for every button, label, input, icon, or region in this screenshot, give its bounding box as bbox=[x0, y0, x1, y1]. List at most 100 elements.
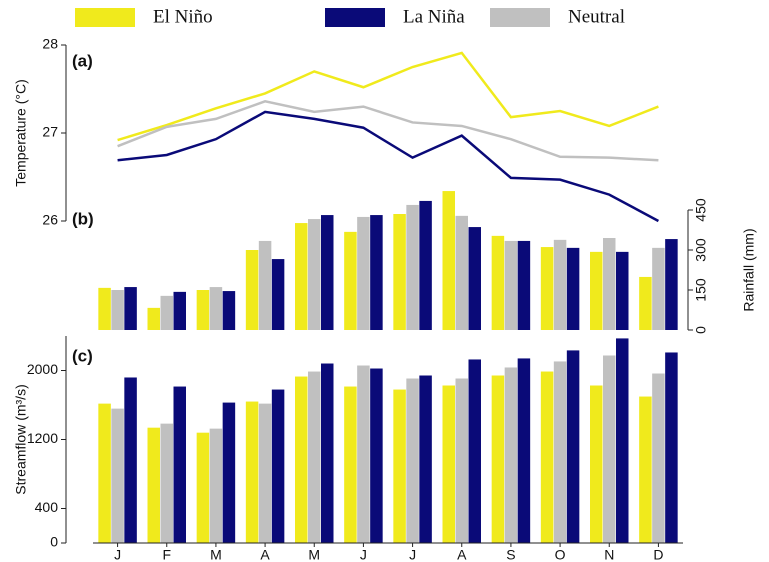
y-tick-label: 150 bbox=[693, 278, 709, 302]
bar bbox=[295, 223, 308, 330]
legend-swatch bbox=[75, 8, 135, 27]
bar bbox=[124, 377, 137, 543]
bar bbox=[160, 295, 173, 330]
bar bbox=[553, 361, 567, 543]
bar bbox=[308, 371, 321, 543]
bar bbox=[419, 200, 432, 330]
y-axis-title: Rainfall (mm) bbox=[741, 228, 757, 311]
bar bbox=[468, 359, 481, 543]
x-tick-label: J bbox=[360, 547, 367, 562]
bar bbox=[603, 238, 616, 330]
bar bbox=[370, 215, 383, 330]
bar bbox=[616, 338, 629, 543]
y-tick-label: 300 bbox=[693, 238, 709, 262]
y-tick-label: 1200 bbox=[27, 430, 58, 446]
bar bbox=[442, 385, 455, 543]
y-tick-label: 0 bbox=[693, 326, 709, 334]
x-tick-label: J bbox=[409, 547, 416, 562]
bar bbox=[540, 371, 554, 543]
bar bbox=[173, 291, 186, 330]
bar bbox=[209, 428, 223, 543]
bar bbox=[295, 376, 308, 543]
bar bbox=[590, 385, 603, 543]
bar bbox=[517, 240, 531, 330]
bar bbox=[603, 355, 616, 543]
bar bbox=[160, 423, 173, 543]
bar bbox=[639, 276, 652, 330]
bar bbox=[147, 427, 160, 543]
bar bbox=[540, 247, 554, 330]
x-tick-label: F bbox=[162, 547, 171, 562]
x-tick-label: J bbox=[114, 547, 121, 562]
bar bbox=[393, 214, 406, 330]
panel-label: (b) bbox=[72, 209, 94, 228]
bar bbox=[616, 251, 629, 330]
bar bbox=[357, 365, 370, 543]
bar bbox=[419, 375, 432, 543]
bar bbox=[209, 287, 223, 330]
bar bbox=[504, 367, 518, 543]
bar bbox=[553, 239, 567, 330]
bar bbox=[665, 239, 678, 330]
bar bbox=[321, 215, 334, 330]
bar bbox=[258, 403, 272, 543]
bar bbox=[455, 378, 468, 543]
legend-swatch bbox=[490, 8, 550, 27]
y-tick-label: 28 bbox=[42, 36, 58, 52]
bar bbox=[566, 247, 580, 330]
bar bbox=[196, 290, 210, 330]
x-tick-label: A bbox=[457, 547, 467, 562]
bar bbox=[147, 307, 160, 330]
legend-label: La Niña bbox=[403, 6, 465, 27]
bar bbox=[517, 358, 531, 543]
bar bbox=[652, 247, 665, 330]
bar bbox=[245, 250, 259, 330]
x-tick-label: N bbox=[604, 547, 614, 562]
bar bbox=[271, 259, 285, 330]
bar bbox=[258, 240, 272, 330]
bar bbox=[344, 231, 357, 330]
line bbox=[117, 110, 660, 223]
bar bbox=[222, 402, 236, 543]
bar bbox=[321, 363, 334, 543]
x-tick-label: A bbox=[260, 547, 270, 562]
bar bbox=[442, 191, 455, 330]
bar bbox=[468, 227, 481, 330]
y-tick-label: 0 bbox=[50, 534, 58, 550]
bar bbox=[111, 290, 124, 330]
bar bbox=[590, 251, 603, 330]
bar bbox=[455, 215, 468, 330]
x-tick-label: S bbox=[506, 547, 515, 562]
bar bbox=[173, 386, 186, 543]
bar bbox=[98, 287, 111, 330]
y-axis-title: Streamflow (m³/s) bbox=[13, 384, 29, 494]
bar bbox=[491, 375, 505, 543]
bar bbox=[111, 408, 124, 543]
panel-label: (a) bbox=[72, 51, 93, 70]
bar bbox=[308, 219, 321, 330]
y-tick-label: 27 bbox=[42, 124, 58, 140]
line bbox=[117, 100, 659, 162]
bar bbox=[124, 287, 137, 330]
bar bbox=[665, 352, 678, 543]
bar bbox=[566, 350, 580, 543]
y-axis-title: Temperature (°C) bbox=[13, 79, 29, 187]
y-tick-label: 450 bbox=[693, 198, 709, 222]
bar bbox=[639, 396, 652, 543]
bar bbox=[406, 378, 419, 543]
legend-label: El Niño bbox=[153, 6, 213, 27]
x-tick-label: M bbox=[210, 547, 222, 562]
bar bbox=[357, 216, 370, 330]
bar bbox=[504, 240, 518, 330]
y-tick-label: 26 bbox=[42, 212, 58, 228]
panel-label: (c) bbox=[72, 346, 93, 365]
bar bbox=[344, 386, 357, 543]
legend-swatch bbox=[325, 8, 385, 27]
bar bbox=[370, 368, 383, 543]
x-tick-label: O bbox=[555, 547, 566, 562]
bar bbox=[196, 432, 210, 543]
bar bbox=[491, 235, 505, 330]
line bbox=[117, 51, 659, 142]
